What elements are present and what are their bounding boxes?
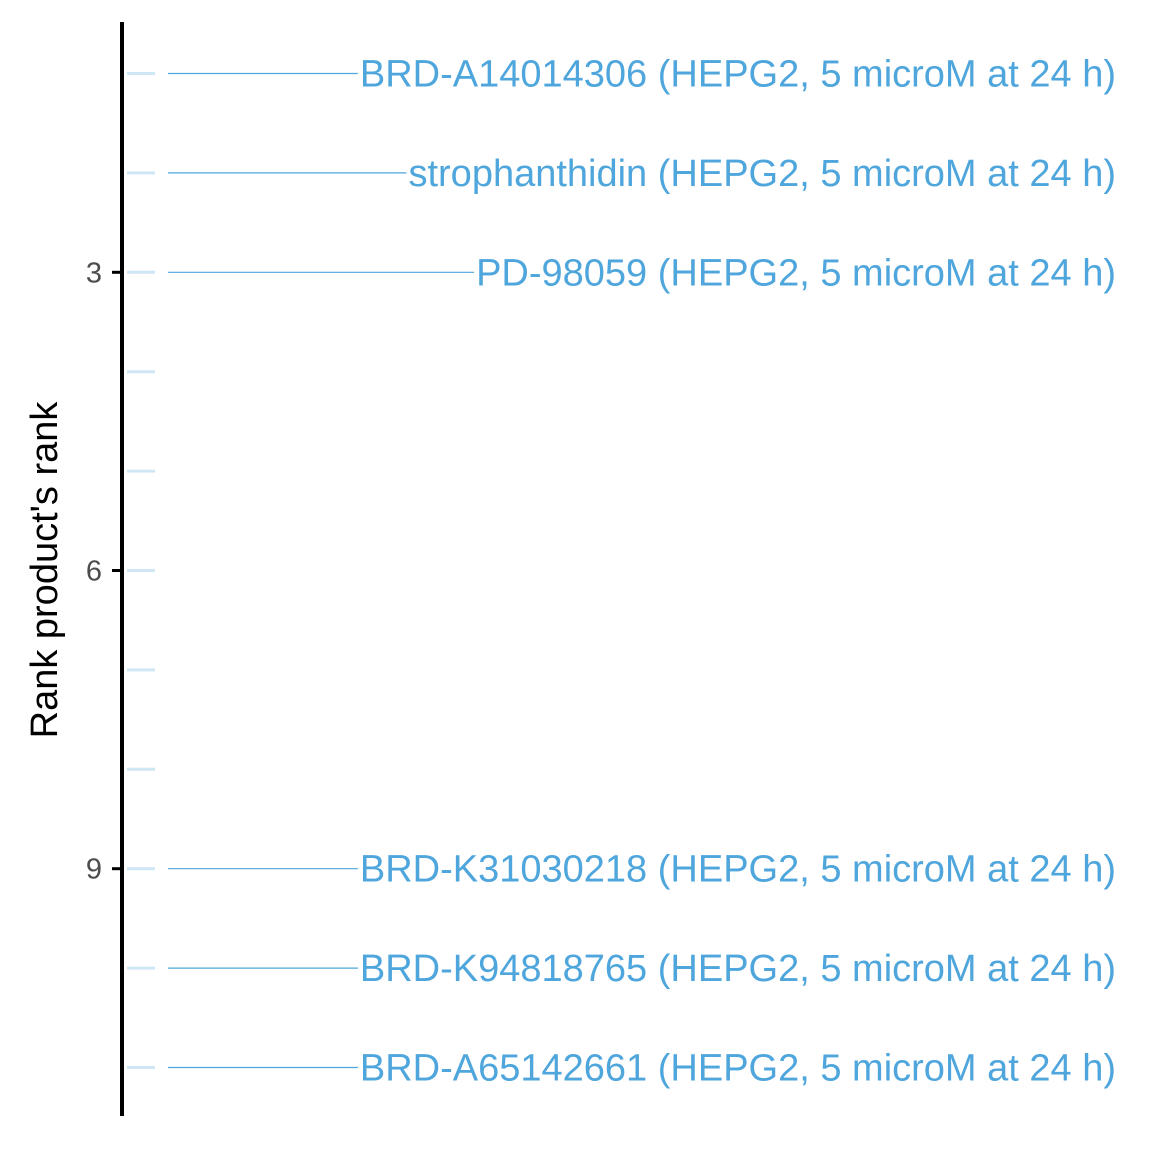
point-label: strophanthidin (HEPG2, 5 microM at 24 h) (408, 153, 1116, 195)
point-label: BRD-A65142661 (HEPG2, 5 microM at 24 h) (360, 1048, 1116, 1090)
y-tick-label: 6 (86, 556, 102, 588)
y-axis-title: Rank product's rank (24, 401, 66, 739)
major-tick-group: 3 6 9 (86, 257, 122, 886)
minor-tick-group (127, 72, 155, 1069)
y-tick-label: 9 (86, 854, 102, 886)
point-label: BRD-A14014306 (HEPG2, 5 microM at 24 h) (360, 54, 1116, 96)
point-label: BRD-K31030218 (HEPG2, 5 microM at 24 h) (360, 849, 1116, 891)
leader-line-group (168, 72, 475, 1069)
point-label: BRD-K94818765 (HEPG2, 5 microM at 24 h) (360, 948, 1116, 990)
point-label-group: BRD-A14014306 (HEPG2, 5 microM at 24 h) s… (360, 54, 1116, 1090)
point-label: PD-98059 (HEPG2, 5 microM at 24 h) (476, 252, 1116, 294)
y-tick-label: 3 (86, 257, 102, 289)
